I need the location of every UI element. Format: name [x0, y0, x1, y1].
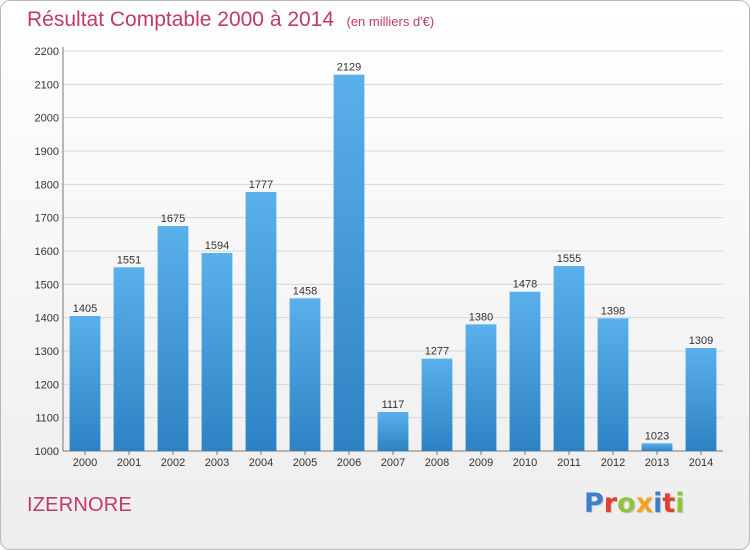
- x-tick-label: 2004: [249, 457, 273, 469]
- bar-2007: [377, 412, 409, 451]
- data-label: 1380: [469, 311, 493, 323]
- logo-letter: i: [653, 488, 663, 519]
- y-tick-label: 1300: [35, 346, 59, 358]
- y-tick-label: 2100: [35, 79, 59, 91]
- logo-letter: t: [662, 488, 676, 519]
- logo-letter: P: [584, 488, 604, 519]
- data-label: 1777: [249, 179, 273, 191]
- data-label: 2129: [337, 62, 361, 74]
- bar-2000: [69, 316, 101, 451]
- data-label: 1551: [117, 254, 141, 266]
- bar-2004: [245, 192, 277, 451]
- data-label: 1594: [205, 240, 229, 252]
- bar-2002: [157, 226, 189, 451]
- x-tick-label: 2001: [117, 457, 141, 469]
- bar-2006: [333, 74, 365, 452]
- data-label: 1675: [161, 213, 185, 225]
- chart-title-block: Résultat Comptable 2000 à 2014 (en milli…: [27, 8, 434, 32]
- commune-name: IZERNORE: [27, 494, 132, 516]
- bar-2012: [597, 318, 629, 451]
- bar-2010: [509, 291, 541, 451]
- bar-2003: [201, 253, 233, 451]
- data-label: 1555: [557, 253, 581, 265]
- x-tick-label: 2007: [381, 457, 405, 469]
- y-tick-label: 1400: [35, 313, 59, 325]
- y-tick-label: 1800: [35, 179, 59, 191]
- bar-2009: [465, 324, 497, 451]
- y-tick-label: 1700: [35, 213, 59, 225]
- y-tick-label: 1100: [35, 413, 59, 425]
- x-tick-label: 2014: [689, 457, 713, 469]
- bar-2001: [113, 267, 145, 451]
- bar-2014: [685, 348, 717, 451]
- logo-letter: i: [675, 488, 685, 519]
- data-label: 1309: [689, 335, 713, 347]
- bar-2008: [421, 358, 453, 451]
- data-label: 1117: [382, 399, 405, 411]
- logo-letter: o: [617, 488, 636, 519]
- logo-letter: x: [635, 488, 654, 519]
- data-label: 1023: [645, 430, 669, 442]
- x-tick-label: 2002: [161, 457, 185, 469]
- bars: [69, 74, 717, 452]
- x-tick-labels: 2000 2001 2002 2003 2004 2005 2006 2007 2008 2009…: [73, 457, 713, 469]
- x-tick-label: 2009: [469, 457, 493, 469]
- data-label: 1458: [293, 285, 317, 297]
- y-tick-label: 1000: [35, 446, 59, 458]
- y-tick-label: 2000: [35, 113, 59, 125]
- chart-title: Résultat Comptable 2000 à 2014: [27, 8, 335, 31]
- logo-letter: r: [603, 488, 618, 519]
- x-tick-label: 2011: [557, 457, 581, 469]
- x-tick-label: 2003: [205, 457, 229, 469]
- y-tick-label: 1200: [35, 379, 59, 391]
- chart-subtitle: (en milliers d'€): [346, 14, 435, 29]
- data-label: 1478: [513, 279, 537, 291]
- x-tick-label: 2012: [601, 457, 625, 469]
- bar-2011: [553, 266, 585, 451]
- x-tick-label: 2010: [513, 457, 537, 469]
- data-label: 1277: [425, 346, 449, 358]
- y-tick-label: 1600: [35, 246, 59, 258]
- bar-2005: [289, 298, 321, 451]
- x-tick-label: 2013: [645, 457, 669, 469]
- x-tick-label: 2005: [293, 457, 317, 469]
- x-tick-label: 2000: [73, 457, 97, 469]
- y-tick-label: 2200: [35, 46, 59, 58]
- bar-2013: [641, 443, 673, 451]
- y-tick-label: 1900: [35, 146, 59, 158]
- proxiti-logo: Proxiti: [584, 488, 685, 519]
- data-label: 1405: [73, 303, 97, 315]
- x-tick-label: 2006: [337, 457, 361, 469]
- y-tick-labels: 1000 1100 1200 1300 1400 1500 1600 1700 1800 1900…: [35, 46, 59, 458]
- y-tick-label: 1500: [35, 279, 59, 291]
- x-tick-label: 2008: [425, 457, 449, 469]
- data-labels: 1405 1551 1675 1594 1777 1458 2129 1117 1277 1380…: [73, 62, 713, 443]
- data-label: 1398: [601, 305, 625, 317]
